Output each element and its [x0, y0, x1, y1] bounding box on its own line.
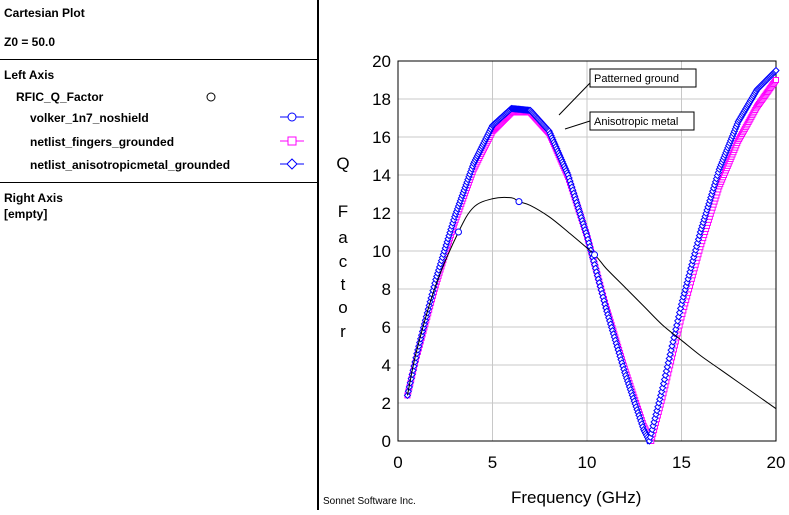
- y-axis-label-char: r: [340, 322, 346, 341]
- data-point-marker: [515, 198, 523, 206]
- right-axis-heading: Right Axis: [4, 191, 63, 205]
- plot-info-section: Cartesian Plot Z0 = 50.0: [0, 0, 317, 60]
- grid-lines: [398, 61, 776, 441]
- y-axis-label-char: o: [338, 298, 347, 317]
- y-axis-label-char: t: [341, 275, 346, 294]
- y-tick-label: 0: [382, 432, 391, 451]
- z0-label: Z0 = 50.0: [4, 35, 56, 49]
- group-circle-icon: [206, 92, 216, 102]
- y-tick-label: 20: [372, 52, 391, 71]
- y-tick-label: 2: [382, 394, 391, 413]
- trace-group-name[interactable]: RFIC_Q_Factor: [16, 90, 104, 104]
- x-tick-label: 0: [393, 453, 402, 472]
- y-axis-label: Q Factor: [336, 154, 349, 341]
- legend-panel: Cartesian Plot Z0 = 50.0 Left Axis RFIC_…: [0, 0, 319, 510]
- data-point-marker: [772, 66, 780, 75]
- x-tick-label: 10: [578, 453, 597, 472]
- diamond-marker-icon: [280, 158, 304, 170]
- x-tick-label: 15: [672, 453, 691, 472]
- series-line: [406, 196, 777, 410]
- x-axis-label: Frequency (GHz): [511, 488, 641, 507]
- square-marker-icon: [280, 136, 304, 146]
- y-tick-labels: 0 2 4 6 8 10 12 14 16 18 20: [372, 52, 391, 451]
- series-volker_1n7_noshield: [406, 196, 777, 410]
- x-tick-labels: 0 5 10 15 20: [393, 453, 785, 472]
- plot-frame: [397, 60, 777, 442]
- y-tick-label: 8: [382, 280, 391, 299]
- vendor-footer: Sonnet Software Inc.: [323, 496, 416, 507]
- data-point-marker: [773, 77, 779, 83]
- callout-box: [589, 111, 695, 131]
- y-tick-label: 6: [382, 318, 391, 337]
- left-axis-section: Left Axis RFIC_Q_Factor volker_1n7_noshi…: [0, 60, 317, 183]
- series-netlist_anisotropicmetal_grounded: [403, 66, 780, 445]
- left-axis-heading: Left Axis: [4, 68, 55, 82]
- x-tick-label: 5: [488, 453, 497, 472]
- callout-leader: [558, 82, 591, 116]
- y-tick-label: 12: [372, 204, 391, 223]
- y-tick-label: 14: [372, 166, 391, 185]
- callout-leader: [564, 120, 591, 130]
- series-layer: [403, 66, 780, 445]
- callout-anisotropic-metal: Anisotropic metal: [564, 111, 695, 131]
- plot-type-label: Cartesian Plot: [4, 6, 85, 20]
- callout-patterned-ground: Patterned ground: [558, 68, 697, 116]
- callout-text: Anisotropic metal: [594, 116, 678, 128]
- q-factor-chart[interactable]: 0 2 4 6 8 10 12 14 16 18 20 0 5 10 15 20 Q Factor Frequ…: [319, 0, 789, 510]
- y-tick-label: 4: [382, 356, 391, 375]
- legend-item-label[interactable]: netlist_anisotropicmetal_grounded: [30, 158, 231, 172]
- right-axis-empty-label: [empty]: [4, 207, 48, 221]
- x-tick-label: 20: [767, 453, 786, 472]
- circle-marker-icon: [280, 112, 304, 122]
- y-tick-label: 16: [372, 128, 391, 147]
- y-axis-label-char: c: [339, 252, 348, 271]
- data-point-marker: [454, 228, 462, 236]
- callout-box: [589, 68, 697, 88]
- y-axis-label-char: a: [338, 228, 348, 247]
- legend-item-label[interactable]: volker_1n7_noshield: [30, 111, 149, 125]
- legend-item-label[interactable]: netlist_fingers_grounded: [30, 135, 175, 149]
- callout-text: Patterned ground: [594, 73, 679, 85]
- y-axis-label-char: F: [338, 202, 348, 221]
- y-tick-label: 18: [372, 90, 391, 109]
- y-tick-label: 10: [372, 242, 391, 261]
- y-axis-label-char: Q: [336, 154, 349, 173]
- data-point-marker: [591, 251, 599, 259]
